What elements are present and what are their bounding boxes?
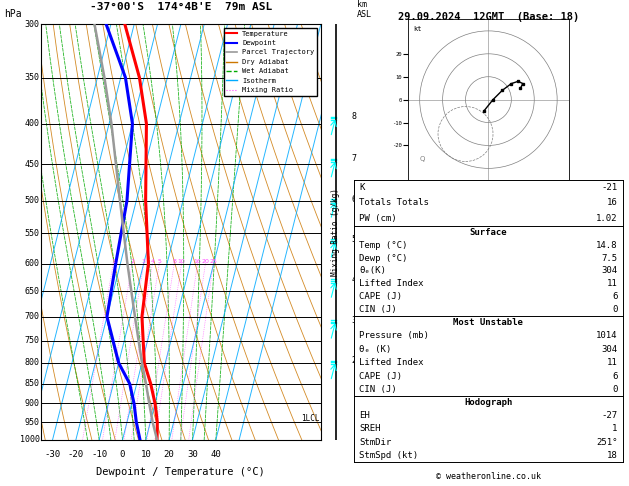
Text: 6: 6 — [352, 195, 357, 204]
Text: 6: 6 — [612, 371, 617, 381]
Text: 5: 5 — [352, 235, 357, 243]
Text: SREH: SREH — [360, 424, 381, 434]
Text: Dewp (°C): Dewp (°C) — [360, 254, 408, 262]
Text: -37°00'S  174°4B'E  79m ASL: -37°00'S 174°4B'E 79m ASL — [90, 2, 272, 12]
Text: θₑ(K): θₑ(K) — [360, 266, 386, 276]
Text: 10: 10 — [178, 259, 186, 263]
Text: 8: 8 — [172, 259, 176, 263]
Text: -30: -30 — [45, 450, 60, 459]
Legend: Temperature, Dewpoint, Parcel Trajectory, Dry Adiabat, Wet Adiabat, Isotherm, Mi: Temperature, Dewpoint, Parcel Trajectory… — [223, 28, 317, 96]
Text: 20: 20 — [201, 259, 209, 263]
Text: Lifted Index: Lifted Index — [360, 358, 424, 367]
Text: CIN (J): CIN (J) — [360, 305, 397, 314]
Text: 16: 16 — [606, 198, 617, 208]
Text: 18: 18 — [606, 451, 617, 460]
Text: K: K — [360, 183, 365, 192]
Text: 2: 2 — [352, 356, 357, 365]
Text: 800: 800 — [25, 358, 40, 367]
Text: 650: 650 — [25, 287, 40, 295]
Text: 350: 350 — [25, 73, 40, 82]
Text: 700: 700 — [25, 312, 40, 321]
Text: 304: 304 — [601, 266, 617, 276]
Text: 850: 850 — [25, 379, 40, 388]
Text: Lifted Index: Lifted Index — [360, 279, 424, 288]
Text: 29.09.2024  12GMT  (Base: 18): 29.09.2024 12GMT (Base: 18) — [398, 12, 579, 22]
Text: 16: 16 — [194, 259, 201, 263]
Text: Q: Q — [420, 156, 425, 162]
Text: 750: 750 — [25, 336, 40, 345]
Text: 950: 950 — [25, 417, 40, 427]
Text: © weatheronline.co.uk: © weatheronline.co.uk — [436, 472, 541, 481]
Text: 3: 3 — [142, 259, 146, 263]
Text: 0: 0 — [612, 385, 617, 394]
Text: Hodograph: Hodograph — [464, 398, 513, 407]
Text: 900: 900 — [25, 399, 40, 408]
Text: 11: 11 — [606, 358, 617, 367]
Text: hPa: hPa — [4, 9, 21, 19]
Text: kt: kt — [413, 26, 421, 32]
Text: km
ASL: km ASL — [357, 0, 372, 19]
Text: 7: 7 — [352, 155, 357, 163]
Text: 7.5: 7.5 — [601, 254, 617, 262]
Text: Temp (°C): Temp (°C) — [360, 241, 408, 250]
Text: 550: 550 — [25, 229, 40, 238]
Text: CIN (J): CIN (J) — [360, 385, 397, 394]
Text: 251°: 251° — [596, 437, 617, 447]
Text: 1000: 1000 — [19, 435, 40, 444]
Text: 450: 450 — [25, 160, 40, 169]
Text: Surface: Surface — [470, 228, 507, 237]
Text: -27: -27 — [601, 411, 617, 420]
Text: 5: 5 — [157, 259, 161, 263]
Text: 30: 30 — [187, 450, 198, 459]
Text: -20: -20 — [68, 450, 84, 459]
Text: 14.8: 14.8 — [596, 241, 617, 250]
Text: Pressure (mb): Pressure (mb) — [360, 331, 430, 341]
Text: 2: 2 — [130, 259, 134, 263]
Text: Totals Totals: Totals Totals — [360, 198, 430, 208]
Text: 40: 40 — [211, 450, 221, 459]
Text: StmDir: StmDir — [360, 437, 392, 447]
Text: 0: 0 — [612, 305, 617, 314]
Text: 1: 1 — [612, 424, 617, 434]
Text: 25: 25 — [209, 259, 218, 263]
Text: 4: 4 — [150, 259, 155, 263]
Text: PW (cm): PW (cm) — [360, 214, 397, 223]
Text: 10: 10 — [140, 450, 151, 459]
Text: -21: -21 — [601, 183, 617, 192]
Text: 600: 600 — [25, 259, 40, 268]
Text: 8: 8 — [352, 112, 357, 121]
Text: EH: EH — [360, 411, 370, 420]
Text: 11: 11 — [606, 279, 617, 288]
Text: θₑ (K): θₑ (K) — [360, 345, 392, 354]
Text: CAPE (J): CAPE (J) — [360, 371, 403, 381]
Text: 1LCL: 1LCL — [301, 414, 320, 423]
Text: 500: 500 — [25, 196, 40, 205]
Text: -10: -10 — [91, 450, 108, 459]
Text: Most Unstable: Most Unstable — [454, 318, 523, 327]
Text: 400: 400 — [25, 119, 40, 128]
Text: 1014: 1014 — [596, 331, 617, 341]
Text: 0: 0 — [120, 450, 125, 459]
Text: 300: 300 — [25, 20, 40, 29]
Text: 1.02: 1.02 — [596, 214, 617, 223]
Text: 20: 20 — [164, 450, 175, 459]
Text: Dewpoint / Temperature (°C): Dewpoint / Temperature (°C) — [96, 467, 265, 477]
Text: Mixing Ratio (g/kg): Mixing Ratio (g/kg) — [331, 188, 340, 276]
Text: StmSpd (kt): StmSpd (kt) — [360, 451, 419, 460]
Text: 4: 4 — [352, 275, 357, 284]
Text: CAPE (J): CAPE (J) — [360, 292, 403, 301]
Text: 304: 304 — [601, 345, 617, 354]
Text: 6: 6 — [612, 292, 617, 301]
Text: 1: 1 — [111, 259, 115, 263]
Text: 3: 3 — [352, 316, 357, 325]
